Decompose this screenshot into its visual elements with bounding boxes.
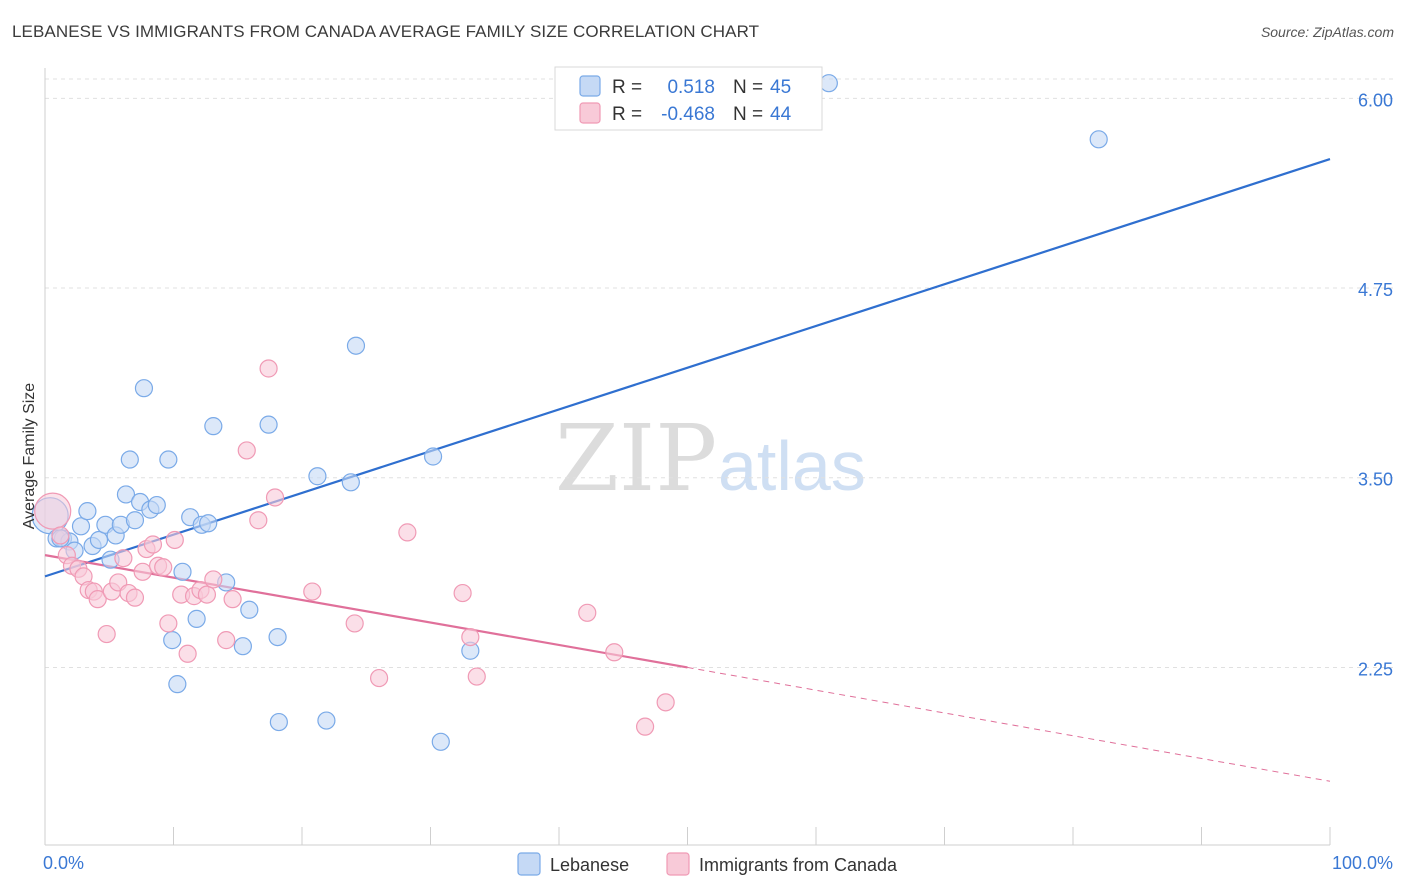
point-lebanese [120, 450, 139, 469]
point-lebanese [163, 631, 182, 650]
point-canada [467, 667, 486, 686]
point-canada [197, 585, 217, 604]
point-lebanese [89, 530, 109, 550]
trend-lines [44, 158, 1331, 782]
stats-n-label-2: N = [733, 104, 763, 125]
watermark-atlas: atlas [718, 427, 866, 505]
point-canada [370, 668, 389, 688]
point-canada [578, 603, 597, 622]
x-tick-label-start: 0.0% [43, 853, 84, 873]
point-canada [398, 523, 417, 542]
watermark-zip: ZIP [555, 405, 717, 512]
point-lebanese [308, 467, 327, 486]
point-lebanese [147, 495, 166, 515]
point-canada [34, 492, 72, 530]
tick-labels: 2.25 3.50 4.75 6.00 0.0% 100.0% [43, 90, 1393, 873]
point-canada [656, 693, 675, 712]
point-lebanese [423, 447, 443, 466]
point-canada [265, 488, 285, 507]
point-lebanese [1089, 130, 1108, 149]
bottom-legend: Lebanese Immigrants from Canada [517, 852, 898, 876]
point-lebanese [199, 514, 218, 533]
point-lebanese [819, 74, 838, 93]
chart-title: LEBANESE VS IMMIGRANTS FROM CANADA AVERA… [12, 22, 760, 41]
point-canada [635, 717, 655, 736]
point-canada [159, 614, 178, 633]
point-lebanese [134, 379, 154, 398]
source-credit: Source: ZipAtlas.com [1260, 24, 1394, 40]
point-lebanese [259, 415, 278, 434]
point-lebanese [116, 485, 136, 504]
point-lebanese [204, 417, 223, 436]
point-canada [217, 631, 236, 650]
point-canada [143, 535, 163, 554]
point-canada [259, 359, 278, 378]
stats-n-value-2: 44 [770, 104, 792, 125]
point-canada [97, 624, 116, 644]
point-canada [303, 582, 322, 601]
point-lebanese [187, 609, 206, 628]
point-canada [605, 643, 624, 662]
stats-r-label-2: R = [612, 104, 642, 125]
point-canada [133, 562, 152, 581]
stats-r-value-1: 0.518 [667, 77, 715, 98]
y-tick-label: 2.25 [1358, 659, 1393, 679]
point-canada [345, 614, 364, 633]
stats-swatch-lebanese [579, 75, 601, 97]
point-canada [453, 583, 472, 603]
point-canada [88, 590, 107, 609]
point-lebanese [173, 562, 192, 581]
point-canada [249, 511, 268, 530]
point-canada [237, 441, 256, 460]
y-tick-label: 4.75 [1358, 280, 1393, 300]
point-lebanese [71, 517, 91, 536]
trend-line-canada-extension [687, 666, 1331, 782]
legend-swatch-lebanese [517, 852, 541, 876]
point-lebanese [269, 712, 288, 732]
y-tick-label: 6.00 [1358, 90, 1393, 110]
point-lebanese [233, 637, 252, 656]
data-points [31, 74, 1108, 751]
y-axis-label: Average Family Size [21, 383, 38, 530]
point-canada [114, 549, 133, 568]
point-lebanese [240, 600, 259, 619]
point-lebanese [168, 675, 187, 694]
stats-r-value-2: -0.468 [661, 104, 715, 125]
point-lebanese [346, 336, 366, 355]
point-lebanese [341, 473, 360, 492]
legend-label-lebanese: Lebanese [550, 855, 629, 875]
stats-n-label-1: N = [733, 77, 763, 98]
point-lebanese [268, 627, 287, 647]
point-lebanese [159, 450, 178, 469]
point-canada [204, 570, 223, 589]
legend-swatch-canada [666, 852, 690, 876]
point-lebanese [431, 732, 450, 751]
point-canada [223, 590, 242, 609]
y-tick-label: 3.50 [1358, 470, 1393, 490]
point-lebanese [317, 711, 336, 730]
axes [44, 68, 1331, 846]
stats-n-value-1: 45 [770, 77, 791, 98]
grid-lines [45, 78, 1393, 668]
point-canada [178, 644, 197, 663]
stats-r-label-1: R = [612, 77, 642, 98]
legend-label-canada: Immigrants from Canada [699, 855, 898, 875]
trend-line-canada [44, 554, 688, 669]
point-canada [154, 558, 173, 577]
x-tick-label-end: 100.0% [1332, 853, 1393, 873]
stats-swatch-canada [579, 102, 601, 124]
point-lebanese [125, 511, 145, 530]
stats-legend: R = 0.518 N = 45 R = -0.468 N = 44 [554, 66, 823, 131]
point-canada [165, 530, 184, 550]
point-lebanese [78, 502, 97, 521]
point-canada [461, 627, 480, 647]
trend-line-lebanese [44, 158, 1331, 578]
point-canada [51, 526, 70, 545]
point-canada [125, 588, 145, 607]
